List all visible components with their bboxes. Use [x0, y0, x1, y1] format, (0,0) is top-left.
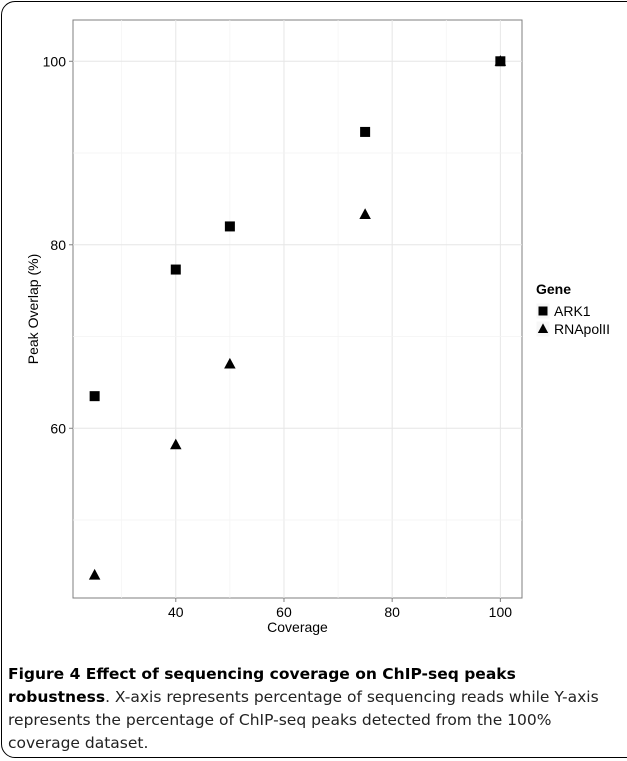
x-tick-label: 60: [276, 604, 292, 620]
x-tick-label: 100: [489, 604, 513, 620]
caption-title: Figure 4 Effect of sequencing coverage o…: [8, 665, 516, 706]
figure-caption: Figure 4 Effect of sequencing coverage o…: [8, 663, 620, 755]
y-axis-label: Peak Overlap (%): [25, 254, 41, 364]
caption-text: . X-axis represents percentage of sequen…: [8, 688, 599, 752]
triangle-marker: [224, 357, 236, 369]
scatter-chart: 40 60 80 100 60 80 100 Coverage Peak Overlap (…: [25, 19, 610, 635]
legend-label: ARK1: [554, 303, 591, 319]
square-marker: [224, 221, 235, 232]
square-marker: [89, 391, 100, 402]
x-axis-label: Coverage: [267, 619, 328, 635]
plot-panel: [72, 19, 523, 599]
legend-title: Gene: [536, 281, 571, 297]
legend-label: RNApolII: [554, 321, 610, 337]
triangle-marker: [170, 438, 182, 450]
triangle-marker: [359, 208, 371, 220]
triangle-marker: [494, 55, 507, 66]
y-tick-label: 60: [50, 420, 66, 436]
square-marker: [360, 126, 371, 137]
legend: Gene ARK1 RNApolII: [535, 281, 610, 338]
y-tick-label: 80: [50, 237, 66, 253]
y-tick-label: 100: [43, 53, 67, 69]
triangle-marker: [537, 323, 549, 334]
square-marker: [170, 264, 181, 275]
x-tick-label: 40: [168, 604, 184, 620]
x-tick-label: 80: [384, 604, 400, 620]
triangle-marker: [88, 568, 101, 580]
grid-lines: [73, 20, 522, 598]
axis-ticks: 40 60 80 100 60 80 100: [43, 53, 513, 620]
square-marker: [538, 306, 548, 316]
data-points: [88, 55, 507, 580]
